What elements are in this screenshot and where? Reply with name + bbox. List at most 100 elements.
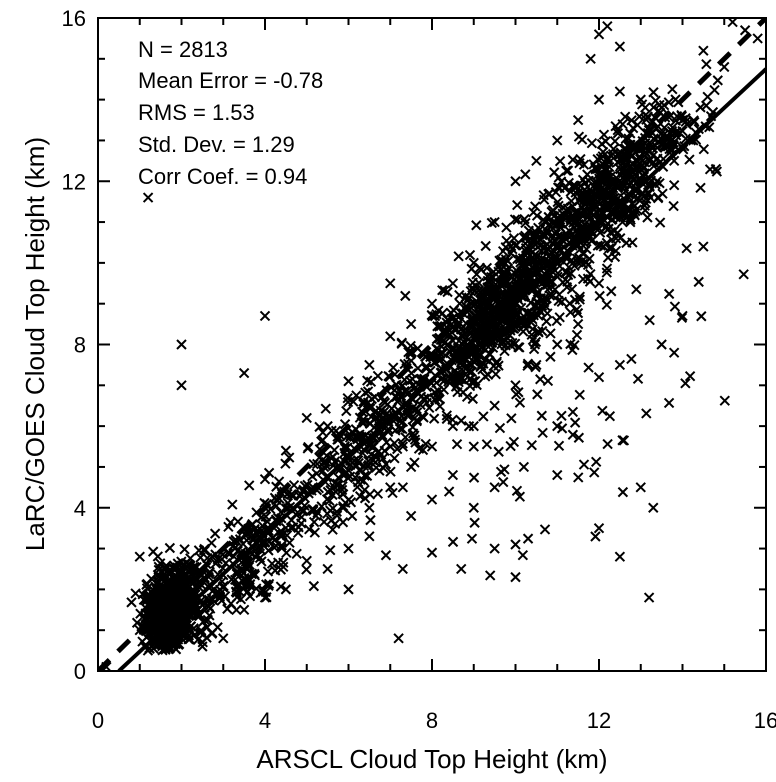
stat-std-dev: Std. Dev. = 1.29: [138, 132, 295, 157]
data-point: [183, 591, 195, 602]
data-point: [668, 200, 679, 212]
data-point: [528, 343, 540, 355]
data-point: [308, 580, 320, 592]
data-point: [344, 432, 356, 443]
data-point: [454, 289, 465, 301]
data-point: [465, 328, 476, 339]
data-point: [523, 225, 535, 236]
data-point: [428, 413, 440, 424]
data-point: [612, 128, 624, 139]
data-point: [609, 251, 621, 263]
data-point: [592, 240, 604, 251]
data-point: [593, 371, 605, 383]
data-point: [424, 402, 435, 413]
data-point: [227, 499, 238, 510]
data-point: [342, 392, 353, 404]
data-point: [276, 540, 287, 551]
data-point: [512, 199, 523, 211]
data-point: [308, 516, 320, 528]
data-point: [339, 443, 351, 454]
data-point: [146, 573, 157, 584]
data-point: [447, 278, 459, 289]
data-point: [531, 210, 543, 221]
data-point: [601, 267, 612, 278]
data-point: [447, 414, 458, 425]
data-point: [206, 537, 217, 549]
data-point: [155, 558, 166, 569]
data-point: [522, 360, 533, 372]
data-point: [555, 231, 566, 242]
data-point: [711, 166, 723, 177]
data-point: [325, 544, 336, 556]
data-point: [153, 571, 164, 583]
data-point: [494, 422, 506, 434]
data-point: [314, 421, 325, 433]
data-point: [589, 199, 601, 210]
data-point: [510, 571, 521, 583]
data-point: [379, 445, 390, 457]
data-point: [409, 457, 420, 468]
data-point: [402, 388, 413, 399]
data-point: [463, 421, 475, 432]
data-point: [254, 544, 266, 555]
data-point: [327, 524, 338, 535]
data-point: [499, 464, 510, 475]
data-point: [359, 493, 371, 504]
data-point: [203, 568, 215, 580]
data-point: [664, 143, 675, 155]
data-point: [499, 327, 511, 338]
data-point: [533, 222, 544, 234]
data-point: [153, 639, 164, 650]
data-point: [458, 325, 469, 336]
data-point: [131, 617, 143, 628]
data-point: [698, 45, 709, 56]
data-point: [362, 461, 373, 472]
data-point: [642, 187, 654, 198]
data-point: [531, 155, 542, 167]
data-point: [619, 111, 631, 122]
data-point: [727, 18, 738, 28]
data-point: [147, 546, 159, 557]
data-point: [185, 553, 196, 564]
data-point: [526, 329, 537, 341]
data-point: [545, 328, 556, 339]
data-point: [426, 441, 438, 452]
data-point: [531, 260, 542, 271]
data-point: [362, 375, 373, 386]
data-point: [461, 391, 473, 402]
data-point: [555, 245, 566, 256]
stat-rms: RMS = 1.53: [138, 100, 255, 125]
data-point: [176, 339, 187, 350]
data-point: [145, 605, 156, 616]
data-point: [553, 200, 564, 212]
data-point: [316, 501, 327, 512]
data-point: [393, 633, 404, 644]
data-point: [336, 484, 348, 496]
data-point: [244, 480, 255, 491]
data-point: [364, 359, 375, 371]
data-point: [572, 318, 584, 330]
data-point: [308, 458, 319, 470]
data-point: [518, 461, 530, 473]
data-point: [563, 177, 575, 189]
data-point: [280, 584, 292, 595]
data-point: [509, 214, 521, 225]
data-point: [625, 216, 636, 228]
data-point: [387, 487, 398, 499]
data-point: [188, 567, 199, 578]
data-point: [400, 290, 411, 302]
data-point: [584, 253, 595, 264]
data-point: [380, 458, 392, 470]
data-point: [362, 386, 374, 397]
data-point: [365, 514, 376, 526]
data-point: [407, 428, 419, 439]
data-point: [513, 387, 524, 398]
data-point: [433, 305, 444, 316]
data-point: [426, 309, 437, 321]
data-point: [439, 285, 450, 296]
data-point: [280, 458, 291, 469]
data-point: [653, 136, 665, 148]
data-point: [455, 415, 467, 426]
y-tick-label: 12: [62, 169, 86, 194]
data-point: [422, 392, 433, 403]
